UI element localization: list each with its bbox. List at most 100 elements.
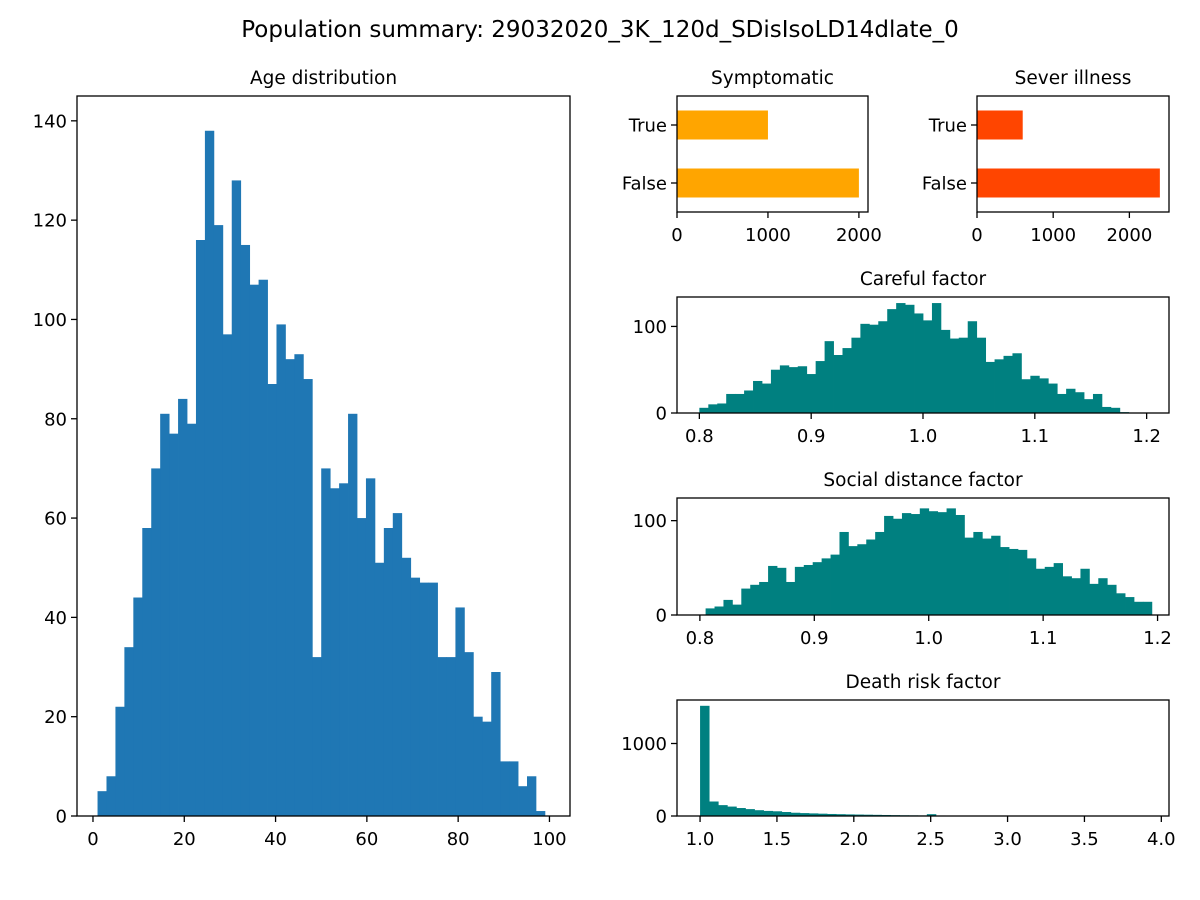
social-bar (830, 554, 840, 615)
age-bar (357, 518, 367, 816)
careful-bar (967, 321, 978, 413)
age-bar (231, 180, 242, 816)
social-bar (1133, 601, 1144, 615)
careful-bar (985, 361, 995, 413)
careful-bar (914, 313, 924, 413)
age-bar (500, 761, 510, 816)
careful-bar (779, 365, 790, 413)
death-xtick-label: 4.0 (1147, 829, 1176, 850)
severe-category-label: False (922, 174, 967, 195)
social-xtick-label: 1.0 (914, 628, 943, 649)
age-ytick-label: 120 (33, 211, 67, 232)
age-bar (348, 413, 358, 816)
careful-bar (905, 304, 915, 413)
death-title: Death risk factor (845, 672, 1000, 693)
careful-bar (1021, 379, 1031, 413)
age-bar (142, 528, 152, 816)
age-bar (383, 528, 394, 816)
death-bar (863, 814, 873, 816)
age-xtick-label: 100 (532, 829, 566, 850)
careful-ytick-label: 100 (633, 317, 667, 338)
death-ytick-label: 1000 (621, 734, 667, 755)
social-bar (803, 564, 814, 615)
social-bar (1116, 593, 1126, 615)
age-bar (455, 607, 465, 816)
age-bar (392, 513, 403, 816)
age-bar (509, 761, 519, 816)
age-bar (267, 384, 277, 816)
age-ytick-label: 60 (44, 509, 67, 530)
age-ytick-label: 80 (44, 409, 67, 430)
death-axes-frame (676, 699, 1170, 817)
death-bar (926, 814, 937, 816)
careful-bar (1012, 353, 1022, 413)
social-bar (946, 508, 956, 615)
social-bar (768, 565, 778, 615)
careful-bar (717, 403, 727, 413)
age-bar (464, 652, 474, 816)
age-bar (106, 776, 116, 816)
social-bar (884, 515, 894, 615)
age-bar (410, 577, 421, 816)
social-bar (1107, 584, 1117, 615)
careful-bar (708, 404, 718, 413)
careful-bar (842, 348, 852, 413)
social-bar (1044, 566, 1055, 615)
careful-xtick-label: 1.1 (1020, 426, 1049, 447)
severe-axes-frame (976, 95, 1170, 213)
social-bar (866, 539, 876, 615)
age-xtick-label: 0 (87, 829, 98, 850)
death-xtick-label: 3.5 (1070, 829, 1099, 850)
age-bar (321, 468, 331, 816)
careful-bar (994, 359, 1004, 413)
age-axes-frame (76, 95, 571, 817)
age-bar (535, 811, 546, 816)
age-bar (124, 647, 134, 816)
careful-bar (949, 338, 960, 413)
age-bar (97, 791, 107, 816)
age-bar (374, 562, 385, 816)
social-panel: Social distance factor 0.8 0.9 1.0 1.1 1.2 0 10… (633, 470, 1172, 649)
careful-bar (1030, 375, 1040, 413)
careful-bar (1003, 355, 1013, 413)
age-bar (222, 334, 233, 816)
social-xtick-label: 1.1 (1029, 628, 1058, 649)
careful-xtick-label: 1.2 (1132, 426, 1161, 447)
social-bar (1089, 583, 1099, 615)
death-xtick-label: 1.0 (686, 829, 715, 850)
age-bar (276, 324, 286, 816)
age-bar (419, 582, 429, 816)
social-bar (919, 508, 930, 615)
social-bar (839, 531, 849, 615)
death-bar (736, 808, 746, 816)
age-xtick-label: 40 (264, 829, 287, 850)
careful-bar (726, 393, 736, 413)
careful-title: Careful factor (860, 269, 987, 290)
age-panel: Age distribution 0 20 40 60 80 100 0 20 40 60 80 100… (33, 68, 571, 850)
age-ytick-label: 0 (56, 807, 67, 828)
symptomatic-bar-true (677, 110, 768, 140)
social-ytick-label: 100 (633, 511, 667, 532)
death-bar (790, 812, 801, 816)
social-xtick-label: 0.9 (800, 628, 829, 649)
symptomatic-axes-frame (676, 95, 869, 213)
age-xtick-label: 80 (447, 829, 470, 850)
careful-bar (797, 366, 808, 413)
social-bar (893, 518, 903, 615)
age-bar (249, 284, 259, 816)
age-bar (303, 379, 313, 816)
age-bar (169, 433, 179, 816)
social-bar (723, 599, 733, 615)
severe-xtick-label: 0 (971, 225, 982, 246)
careful-xtick-label: 0.8 (685, 426, 714, 447)
death-xtick-label: 3.0 (993, 829, 1022, 850)
social-bar (955, 514, 965, 615)
death-panel: Death risk factor 1.0 1.5 2.0 2.5 3.0 3.5 4.0 0 1… (621, 672, 1175, 850)
age-bar (473, 716, 483, 816)
severe-panel: True False Sever illness 0 1000 2000 (922, 68, 1170, 246)
age-ytick-label: 140 (33, 111, 67, 132)
severe-bar-false (977, 168, 1160, 198)
age-ytick-label: 100 (33, 310, 67, 331)
